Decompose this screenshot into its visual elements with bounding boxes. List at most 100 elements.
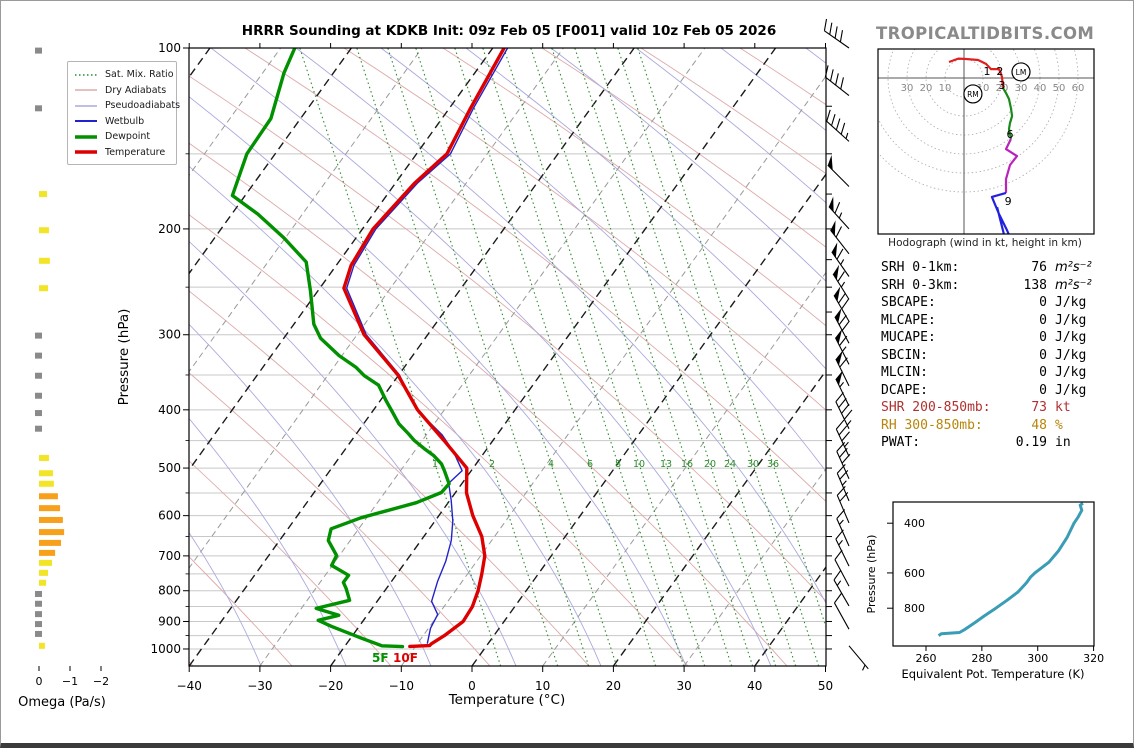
legend-item: Sat. Mix. Ratio [74, 67, 174, 83]
stat-row-mlcape: MLCAPE: 0 J/kg [881, 312, 1096, 330]
dry-adiabat-line [189, 290, 590, 666]
mixing-ratio-label: 20 [704, 459, 716, 470]
thetae-x-tick-label: 300 [1027, 652, 1048, 665]
isotherm-dashed-line [189, 48, 635, 666]
dry-adiabat-line [189, 142, 788, 666]
stat-value: 48 [1031, 417, 1047, 433]
legend-item-label: Wetbulb [105, 115, 145, 127]
stat-value: 0 [1039, 330, 1047, 345]
stat-label: DCAPE: [881, 382, 928, 398]
thetae-y-tick-label: 400 [904, 517, 925, 530]
storm-motion-label: LM [1016, 68, 1027, 77]
stat-label: SRH 0-3km: [881, 277, 960, 293]
pressure-axis-tick-label: 300 [158, 328, 181, 342]
wind-barb [831, 242, 850, 277]
hodograph-ring-label: 30 [901, 83, 914, 94]
mixing-ratio-line [387, 48, 590, 666]
pseudoadiabat-line [465, 48, 826, 370]
pressure-axis-tick-label: 500 [158, 461, 181, 475]
legend-line-sample [75, 74, 97, 76]
stats-panel: SRH 0-1km: 76 m²s⁻² SRH 0-3km: 138 m²s⁻² SBCAP… [881, 259, 1096, 452]
omega-bar [39, 529, 65, 536]
pressure-axis-tick-label: 100 [158, 41, 181, 55]
omega-bar [39, 454, 49, 461]
stat-unit: J/kg [1055, 365, 1087, 380]
mixing-ratio-line [356, 48, 559, 666]
wind-barb [830, 220, 850, 255]
pressure-axis-tick-label: 1000 [150, 642, 181, 656]
thetae-x-tick-label: 280 [971, 652, 992, 665]
omega-bar [35, 410, 42, 417]
stat-unit: J/kg [1055, 347, 1087, 363]
mixing-ratio-label: 2 [489, 459, 495, 470]
omega-bar [39, 539, 62, 546]
legend-item-label: Temperature [105, 146, 166, 158]
stat-label: SHR 200-850mb: [881, 400, 991, 415]
omega-bar [35, 352, 42, 359]
dry-adiabat-line [189, 214, 689, 666]
pseudoadiabat-line [380, 48, 826, 473]
stat-value: 138 [1023, 277, 1047, 293]
stat-value: 76 [1031, 260, 1047, 275]
pressure-axis-tick-label: 800 [158, 584, 181, 598]
hodograph-height-label: 9 [1005, 195, 1012, 208]
stat-row-sbcin: SBCIN: 0 J/kg [881, 347, 1096, 365]
stat-label: MUCAPE: [881, 330, 936, 345]
skewt-background: 1 2 4 6 8 10 13 16 20 24 30 36 [1, 48, 826, 666]
temp-axis-tick-label: −10 [389, 679, 414, 693]
temp-axis-tick-label: −40 [177, 679, 202, 693]
isotherm-dashed-line [189, 48, 282, 177]
mixing-ratio-label: 36 [767, 459, 779, 470]
omega-bar [35, 332, 42, 339]
pseudoadiabat-line [210, 48, 772, 666]
stat-row-srh-0-1km: SRH 0-1km: 76 m²s⁻² [881, 259, 1096, 277]
pressure-axis-tick-label: 700 [158, 549, 181, 563]
mixing-ratio-label: 4 [548, 459, 554, 470]
temp-axis-tick-label: −20 [318, 679, 343, 693]
storm-motion-marker [1011, 62, 1031, 82]
legend-item: Dry Adiabats [74, 83, 170, 99]
stat-value: 0.19 [1015, 435, 1047, 450]
stat-value: 0 [1039, 347, 1047, 363]
dry-adiabat-line [640, 48, 826, 175]
pseudoadiabat-line [1, 48, 6, 666]
stat-value: 0 [1039, 312, 1047, 328]
temp-axis-tick-label: 20 [606, 679, 621, 693]
stat-row-shr-200-850mb: SHR 200-850mb: 73 kt [881, 399, 1096, 417]
legend-item-label: Dry Adiabats [105, 84, 167, 96]
pseudoadiabat-line [189, 165, 602, 666]
dry-adiabat-line [343, 48, 826, 411]
dry-adiabat-line [442, 48, 826, 327]
omega-bar [39, 493, 58, 500]
stat-value: 0 [1039, 295, 1047, 310]
skewt-legend: Sat. Mix. Ratio Dry Adiabats Pseudoadiab… [67, 61, 180, 165]
mixing-ratio-line [482, 48, 685, 666]
hodograph-ring-label: 20 [920, 83, 933, 94]
wind-barb-column [823, 18, 869, 671]
hodograph-ring-label: 30 [1015, 83, 1028, 94]
pressure-axis-tick-label: 600 [158, 509, 181, 523]
stat-row-pwat: PWAT: 0.19 in [881, 434, 1096, 452]
pseudoadiabat-line [189, 96, 687, 666]
legend-item: Dewpoint [74, 129, 170, 145]
stat-label: MLCAPE: [881, 312, 936, 328]
hodograph-ring-label: 10 [939, 83, 952, 94]
mixing-ratio-label: 30 [747, 459, 759, 470]
wind-barb [824, 65, 850, 97]
stat-row-dcape: DCAPE: 0 J/kg [881, 382, 1096, 400]
mixing-ratio-label: 1 [432, 459, 438, 470]
omega-bar [35, 392, 42, 399]
legend-line-sample [75, 135, 97, 139]
hodograph-height-label: 3 [999, 79, 1006, 92]
hodograph-ring-label: 60 [1072, 83, 1085, 94]
thetae-panel: 400 600 800 260 280 300 320 Equivalent Pot. Tem… [865, 501, 1104, 681]
wind-barb [835, 370, 850, 407]
omega-bar [35, 590, 42, 597]
hodograph-panel: 30 20 10 10 20 30 40 50 60 1 23 6 9 RM LM [877, 48, 1095, 235]
wind-barb [833, 569, 850, 607]
skewt-axes: −40 −30 −20 −10 0 10 20 30 40 50 100 200 300 400 500 60… [116, 41, 833, 708]
mixing-ratio-label: 16 [681, 459, 693, 470]
wind-barb [828, 196, 850, 230]
hodograph-height-label: 6 [1006, 128, 1013, 141]
